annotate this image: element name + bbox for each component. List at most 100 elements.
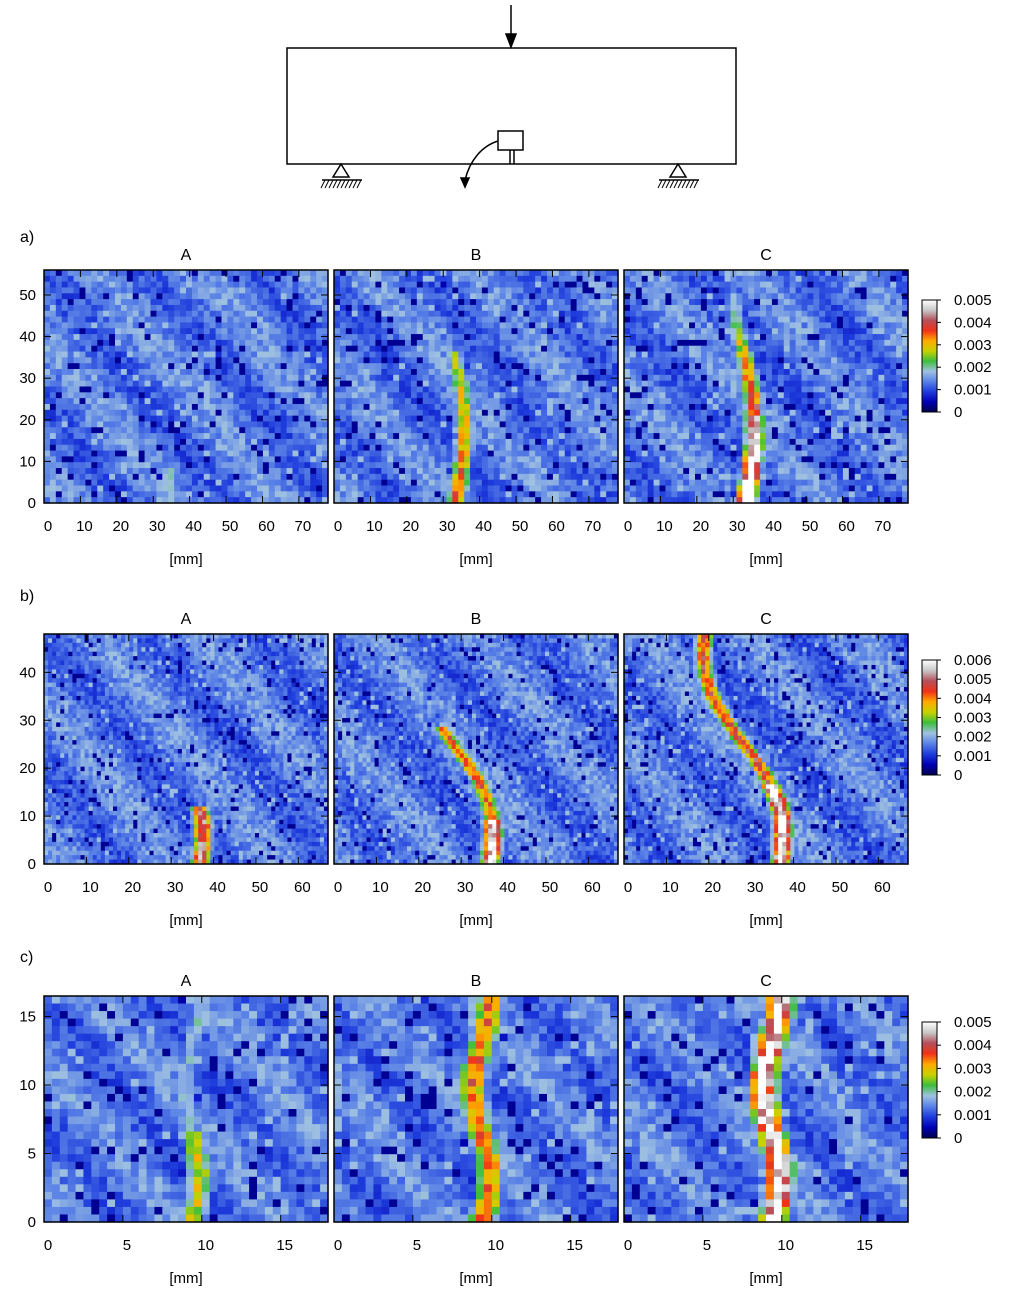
heatmap-cell: [174, 369, 181, 375]
heatmap-cell: [624, 322, 631, 328]
heatmap-cell: [127, 404, 134, 410]
heatmap-cell: [754, 363, 761, 369]
heatmap-cell: [162, 421, 169, 427]
heatmap-cell: [44, 322, 51, 328]
heatmap-cell: [346, 445, 353, 451]
heatmap-cell: [304, 462, 311, 468]
heatmap-cell: [340, 317, 347, 323]
heatmap-cell: [393, 328, 400, 334]
heatmap-cell: [186, 387, 193, 393]
heatmap-cell: [245, 340, 252, 346]
heatmap-cell: [168, 387, 175, 393]
x-tick-label: 70: [585, 518, 602, 535]
heatmap-cell: [725, 282, 732, 288]
heatmap-cell: [192, 421, 199, 427]
heatmap-cell: [85, 282, 92, 288]
heatmap-cell: [642, 328, 649, 334]
heatmap-cell: [364, 363, 371, 369]
heatmap-cell: [269, 462, 276, 468]
heatmap-cell: [257, 421, 264, 427]
heatmap-cell: [115, 456, 122, 462]
heatmap-cell: [689, 392, 696, 398]
heatmap-cell: [754, 381, 761, 387]
heatmap-cell: [547, 305, 554, 311]
heatmap-cell: [287, 305, 294, 311]
heatmap-cell: [387, 468, 394, 474]
heatmap-cell: [606, 287, 613, 293]
heatmap-cell: [606, 387, 613, 393]
heatmap-cell: [778, 322, 785, 328]
heatmap-cell: [446, 410, 453, 416]
heatmap-cell: [80, 381, 87, 387]
heatmap-cell: [600, 445, 607, 451]
heatmap-cell: [162, 456, 169, 462]
heatmap-cell: [772, 328, 779, 334]
heatmap-cell: [405, 427, 412, 433]
heatmap-cell: [429, 486, 436, 492]
heatmap-cell: [435, 421, 442, 427]
heatmap-cell: [861, 287, 868, 293]
heatmap-cell: [393, 445, 400, 451]
heatmap-cell: [588, 491, 595, 497]
heatmap-cell: [600, 456, 607, 462]
heatmap-cell: [476, 317, 483, 323]
heatmap-cell: [731, 352, 738, 358]
heatmap-cell: [298, 387, 305, 393]
heatmap-cell: [281, 346, 288, 352]
heatmap-cell: [56, 287, 63, 293]
heatmap-cell: [293, 491, 300, 497]
heatmap-cell: [588, 474, 595, 480]
heatmap-cell: [127, 311, 134, 317]
heatmap-cell: [180, 299, 187, 305]
heatmap-cell: [304, 334, 311, 340]
heatmap-cell: [375, 416, 382, 422]
heatmap-cell: [541, 305, 548, 311]
heatmap-cell: [784, 317, 791, 323]
heatmap-cell: [535, 392, 542, 398]
heatmap-cell: [97, 398, 104, 404]
heatmap-cell: [512, 322, 519, 328]
heatmap-cell: [796, 317, 803, 323]
heatmap-cell: [198, 398, 205, 404]
heatmap-cell: [523, 293, 530, 299]
heatmap-cell: [725, 293, 732, 299]
heatmap-cell: [600, 328, 607, 334]
heatmap-cell: [665, 352, 672, 358]
heatmap-cell: [103, 486, 110, 492]
heatmap-cell: [731, 287, 738, 293]
heatmap-cell: [405, 480, 412, 486]
heatmap-cell: [577, 317, 584, 323]
heatmap-cell: [535, 410, 542, 416]
heatmap-cell: [636, 322, 643, 328]
heatmap-cell: [115, 474, 122, 480]
heatmap-cell: [233, 363, 240, 369]
heatmap-cell: [298, 427, 305, 433]
heatmap-cell: [506, 456, 513, 462]
heatmap-cell: [304, 287, 311, 293]
heatmap-cell: [867, 387, 874, 393]
heatmap-cell: [381, 346, 388, 352]
heatmap-cell: [452, 352, 459, 358]
heatmap-cell: [145, 387, 152, 393]
heatmap-cell: [654, 381, 661, 387]
heatmap-cell: [156, 456, 163, 462]
heatmap-cell: [74, 433, 81, 439]
heatmap-cell: [275, 340, 282, 346]
heatmap-cell: [405, 375, 412, 381]
heatmap-cell: [417, 334, 424, 340]
heatmap-cell: [802, 352, 809, 358]
heatmap-cell: [74, 305, 81, 311]
heatmap-cell: [210, 287, 217, 293]
heatmap-cell: [139, 439, 146, 445]
heatmap-cell: [269, 439, 276, 445]
heatmap-cell: [222, 410, 229, 416]
x-tick-label: 10: [76, 518, 93, 535]
heatmap-cell: [109, 404, 116, 410]
heatmap-cell: [583, 317, 590, 323]
heatmap-cell: [316, 270, 323, 276]
heatmap-cell: [831, 317, 838, 323]
heatmap-cell: [529, 352, 536, 358]
heatmap-cell: [210, 421, 217, 427]
heatmap-cell: [452, 427, 459, 433]
heatmap-cell: [168, 317, 175, 323]
